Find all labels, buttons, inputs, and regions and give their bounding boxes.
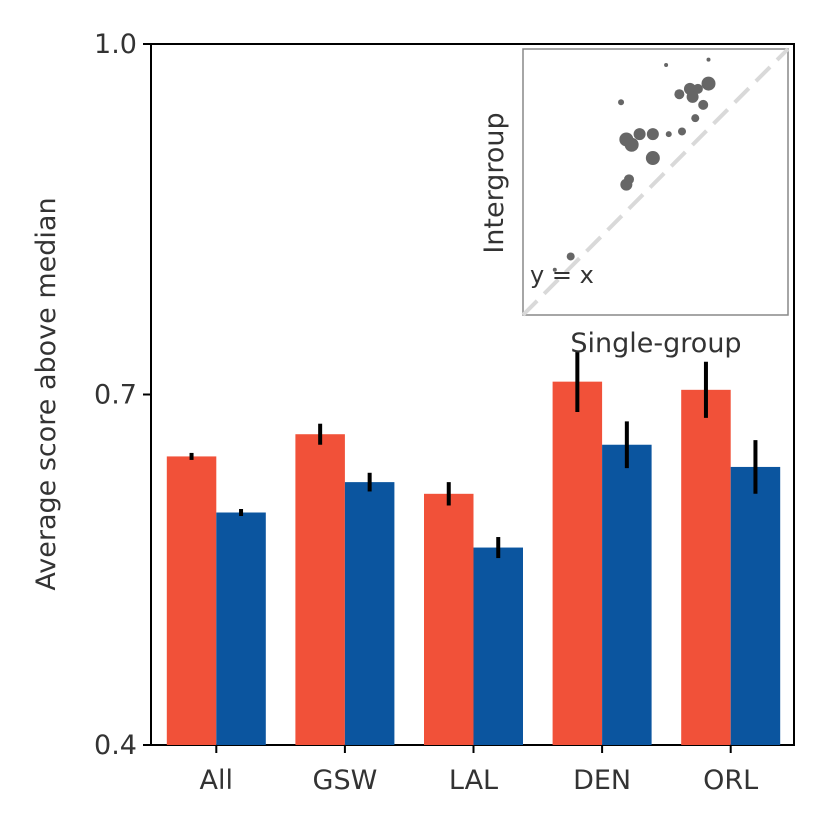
inset-y-label: Intergroup <box>479 112 510 253</box>
bar <box>730 466 781 745</box>
inset-point <box>706 57 711 62</box>
bar <box>424 493 474 745</box>
bar <box>216 512 266 745</box>
inset-point <box>552 267 557 272</box>
inset-diagonal-line <box>521 47 790 317</box>
inset-point <box>678 127 686 136</box>
error-bars <box>189 351 758 559</box>
x-tick-label: DEN <box>573 765 631 796</box>
inset-point <box>674 89 685 100</box>
bar <box>295 434 345 745</box>
inset-point <box>624 174 634 185</box>
bar <box>344 482 395 745</box>
y-axis-ticks: 0.4 0.7 1.0 <box>94 29 151 761</box>
bar-series <box>166 381 781 745</box>
inset-point <box>701 76 716 91</box>
x-tick-label: LAL <box>449 765 498 796</box>
inset-point <box>686 90 699 103</box>
y-tick-label: 0.4 <box>94 730 137 761</box>
inset-x-label: Single-group <box>570 328 741 359</box>
inset-point <box>624 137 639 152</box>
inset-point <box>698 99 709 110</box>
x-tick-label: ORL <box>703 765 758 796</box>
inset-point <box>664 62 669 67</box>
y-axis-label: Average score above median <box>31 197 62 590</box>
inset-point <box>665 131 672 138</box>
x-tick-label: All <box>200 765 233 796</box>
inset-point <box>566 252 575 261</box>
bar <box>602 444 652 745</box>
y-tick-label: 0.7 <box>94 380 137 411</box>
inset-diagonal-label: y = x <box>530 261 594 289</box>
x-tick-label: GSW <box>313 765 378 796</box>
bar <box>473 547 523 745</box>
bar <box>166 456 217 745</box>
inset-scatter: y = x Intergroup Single-group <box>479 47 790 359</box>
bar <box>681 389 731 745</box>
inset-point <box>633 128 646 141</box>
x-axis-ticks: All GSW LAL DEN ORL <box>200 745 758 796</box>
inset-points <box>552 57 716 272</box>
inset-point <box>646 128 659 141</box>
y-tick-label: 1.0 <box>94 29 137 60</box>
inset-point <box>692 83 703 94</box>
inset-point <box>645 151 660 166</box>
inset-point <box>618 99 625 106</box>
bar <box>552 381 603 745</box>
inset-point <box>691 114 700 123</box>
